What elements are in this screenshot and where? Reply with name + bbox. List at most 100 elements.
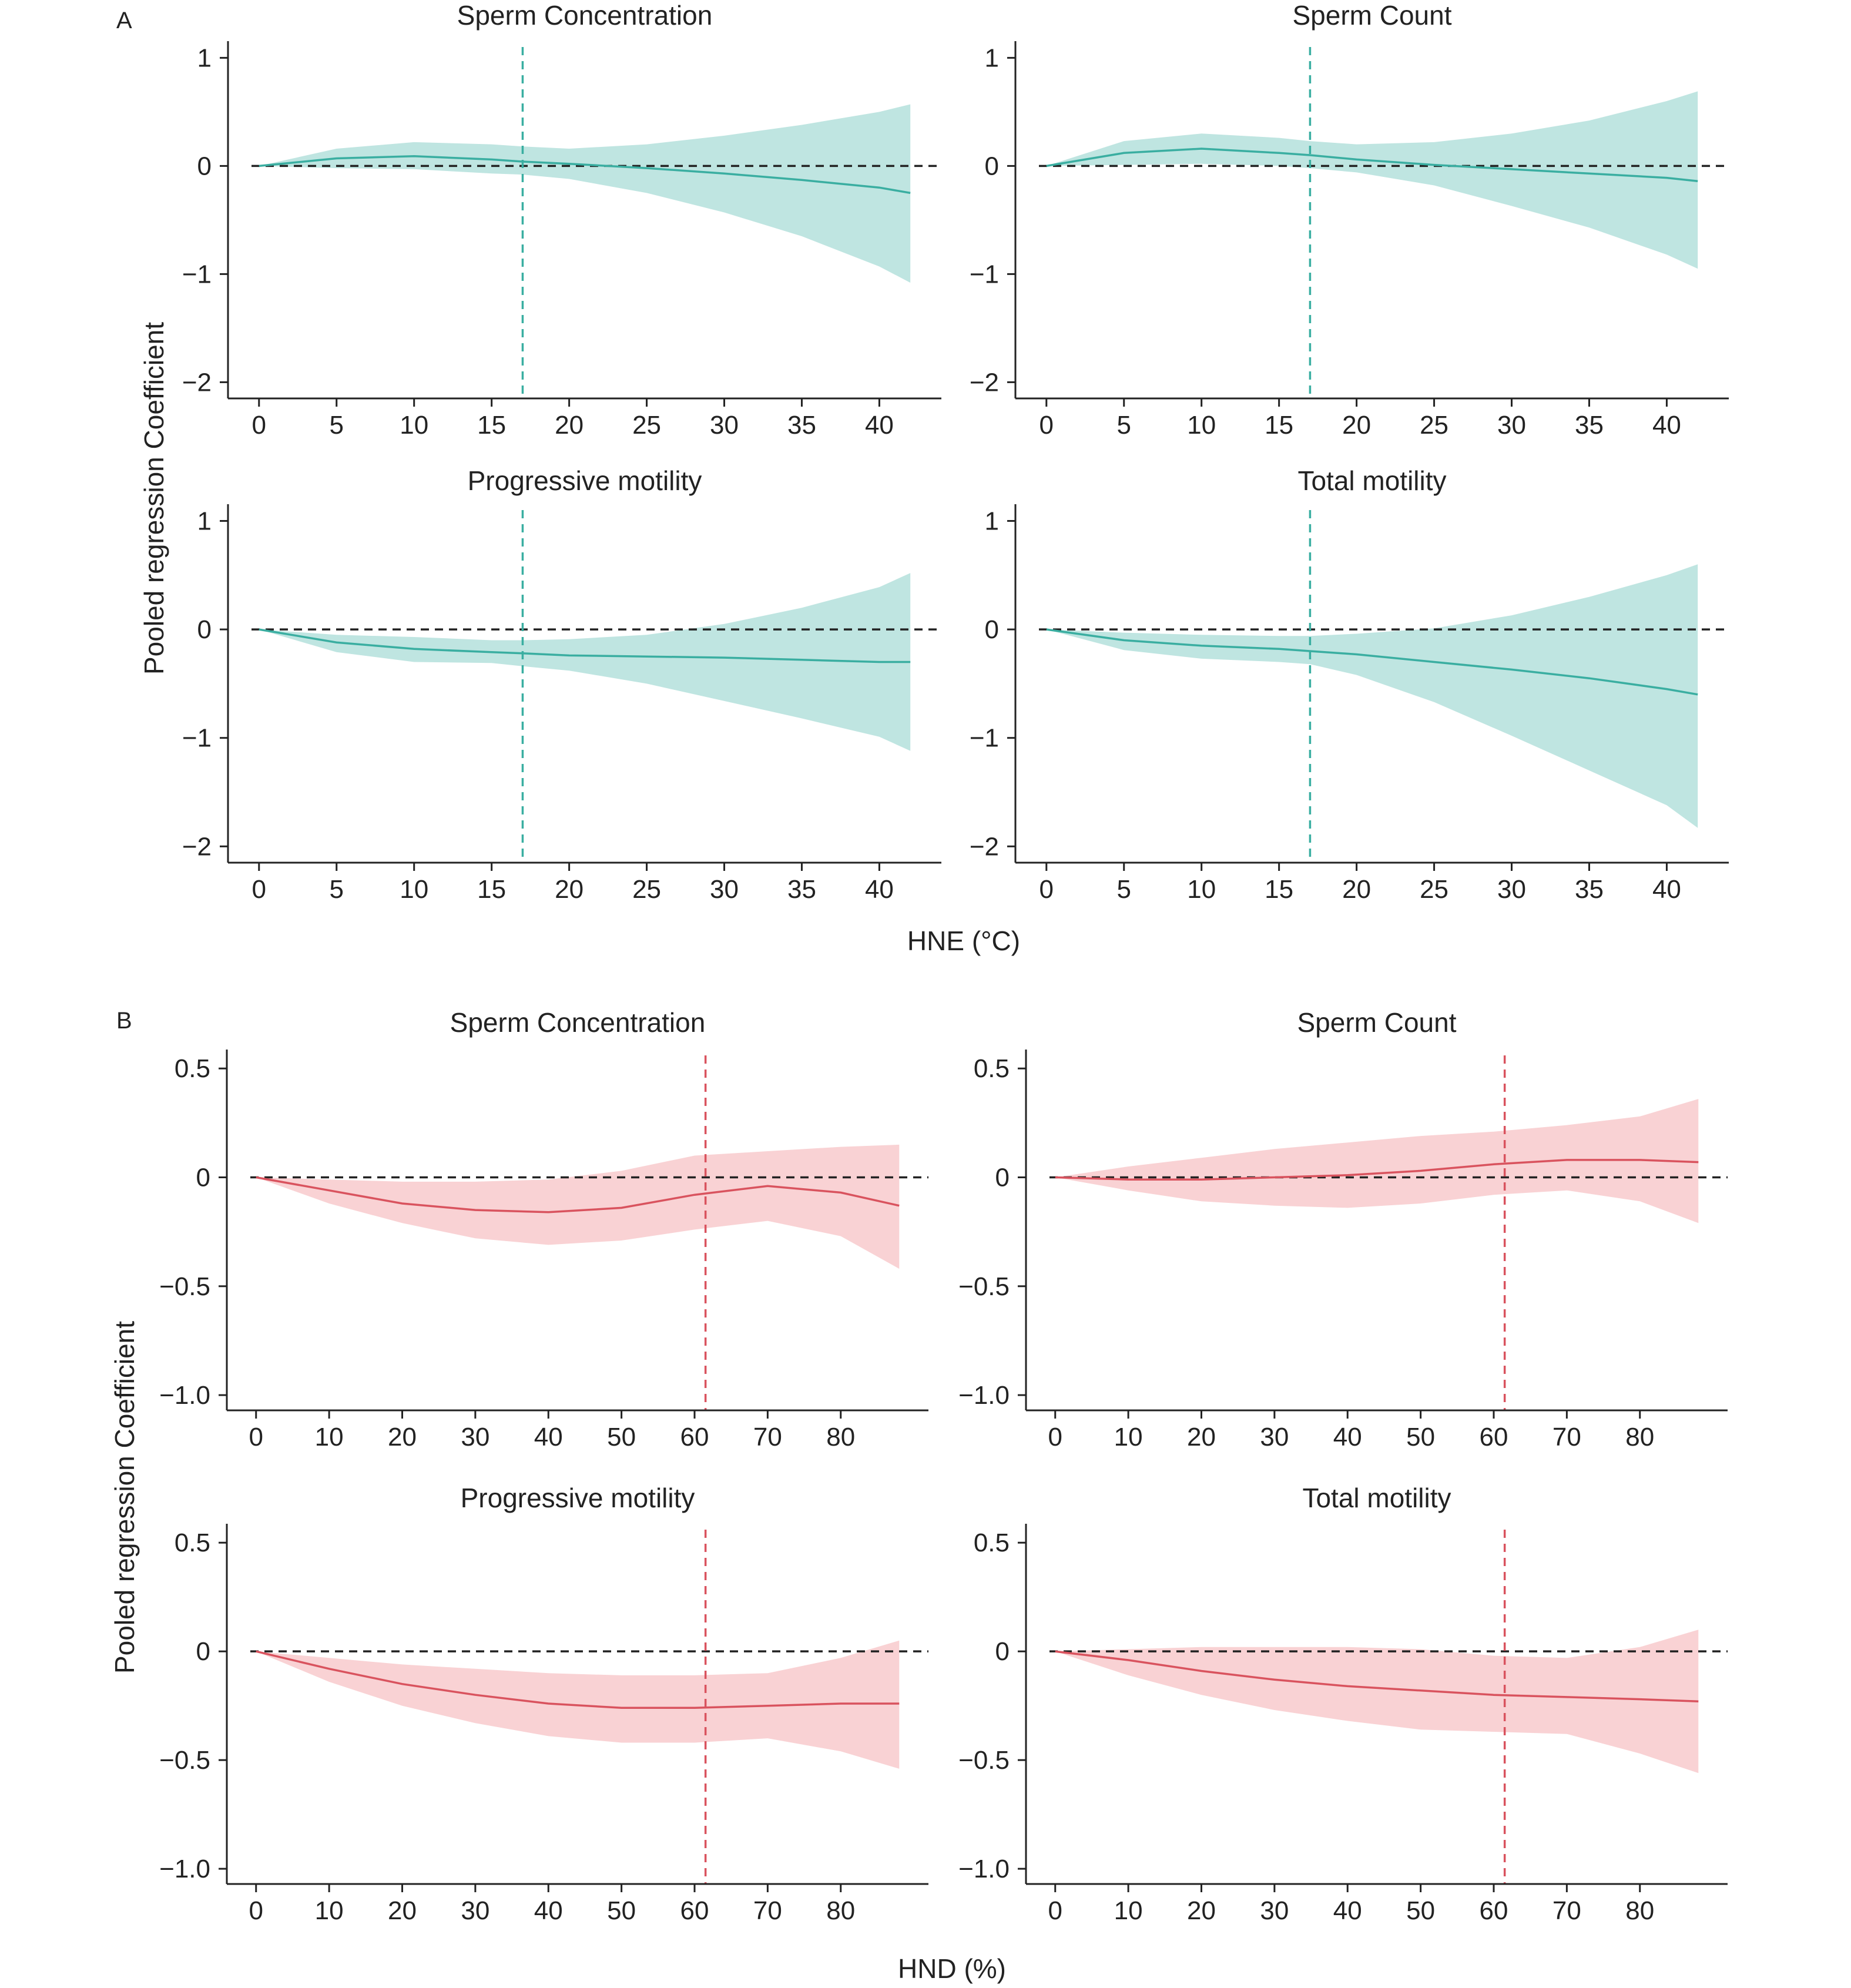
estimate-line <box>256 1176 900 1213</box>
x-tick-label: 35 <box>787 875 816 904</box>
x-tick-label: 30 <box>1497 875 1526 904</box>
x-tick-label: 15 <box>1265 411 1293 440</box>
x-tick-label: 30 <box>1260 1896 1289 1925</box>
x-tick-label: 5 <box>1116 875 1131 904</box>
estimate-line <box>1055 1159 1699 1181</box>
y-tick-label: 0 <box>197 152 212 180</box>
x-tick-label: 10 <box>1114 1896 1143 1925</box>
y-tick-label: 0.5 <box>175 1054 210 1083</box>
y-tick-label: 0 <box>985 152 999 180</box>
confidence-band <box>1046 91 1698 269</box>
x-tick-label: 15 <box>1265 875 1293 904</box>
x-tick-label: 70 <box>1552 1896 1581 1925</box>
x-tick-label: 35 <box>787 411 816 440</box>
x-tick-label: 40 <box>1333 1896 1362 1925</box>
x-tick-label: 0 <box>249 1423 263 1451</box>
x-tick-label: 80 <box>826 1896 855 1925</box>
y-tick-label: −1.0 <box>159 1855 210 1883</box>
x-tick-label: 80 <box>1625 1896 1654 1925</box>
subplot-title: Sperm Concentration <box>450 1007 706 1038</box>
x-tick-label: 60 <box>680 1896 709 1925</box>
x-tick-label: 70 <box>753 1423 782 1451</box>
x-tick-label: 0 <box>252 875 266 904</box>
panel-letter-a: A <box>116 8 132 33</box>
y-tick-label: 0 <box>196 1164 210 1192</box>
y-tick-label: 0 <box>196 1637 210 1666</box>
x-tick-label: 60 <box>1480 1423 1508 1451</box>
x-tick-label: 50 <box>607 1896 636 1925</box>
estimate-line <box>259 155 911 195</box>
y-tick-label: −2 <box>182 368 212 397</box>
subplot-title: Progressive motility <box>468 465 702 496</box>
subplot-title: Progressive motility <box>461 1483 695 1513</box>
x-tick-label: 10 <box>400 411 428 440</box>
y-tick-label: −2 <box>970 832 999 861</box>
x-tick-label: 10 <box>315 1423 344 1451</box>
y-tick-label: 1 <box>985 507 999 535</box>
confidence-band <box>259 573 911 751</box>
confidence-band <box>259 104 911 283</box>
y-tick-label: −2 <box>970 368 999 397</box>
panel-letter-b: B <box>116 1008 132 1034</box>
y-tick-label: −1 <box>182 724 212 753</box>
x-tick-label: 40 <box>865 875 894 904</box>
x-tick-label: 25 <box>1420 411 1448 440</box>
x-tick-label: 10 <box>1114 1423 1143 1451</box>
x-tick-label: 0 <box>1048 1896 1062 1925</box>
x-tick-label: 25 <box>632 411 661 440</box>
x-tick-label: 30 <box>461 1423 489 1451</box>
x-tick-label: 20 <box>555 875 584 904</box>
x-tick-label: 10 <box>315 1896 344 1925</box>
x-tick-label: 40 <box>865 411 894 440</box>
x-tick-label: 40 <box>1652 411 1681 440</box>
x-tick-label: 30 <box>1260 1423 1289 1451</box>
x-tick-label: 20 <box>388 1896 417 1925</box>
x-tick-label: 30 <box>710 875 739 904</box>
x-tick-label: 10 <box>1187 411 1216 440</box>
y-tick-label: −0.5 <box>159 1746 210 1775</box>
subplot-b-4: Total motility 0.5 0 −0.5 −1.0 0 10 20 30 40 50 60 7… <box>958 1483 1728 1925</box>
x-tick-label: 30 <box>461 1896 489 1925</box>
y-tick-label: −0.5 <box>159 1272 210 1301</box>
x-tick-label: 25 <box>632 875 661 904</box>
x-tick-label: 0 <box>1039 875 1054 904</box>
y-tick-label: −1 <box>970 724 999 753</box>
x-tick-label: 5 <box>329 411 343 440</box>
x-tick-label: 50 <box>1406 1423 1435 1451</box>
subplot-title: Sperm Concentration <box>457 0 713 31</box>
x-tick-label: 50 <box>607 1423 636 1451</box>
x-tick-label: 0 <box>249 1896 263 1925</box>
x-tick-label: 20 <box>1342 875 1371 904</box>
x-tick-label: 40 <box>534 1423 563 1451</box>
subplot-b-1: Sperm Concentration 0.5 0 −0.5 −1.0 0 10 20 30 40… <box>159 1007 928 1451</box>
x-tick-label: 70 <box>1552 1423 1581 1451</box>
x-tick-label: 0 <box>1039 411 1054 440</box>
y-tick-label: 0 <box>985 615 999 644</box>
x-tick-label: 15 <box>477 875 506 904</box>
y-tick-label: 1 <box>197 507 212 535</box>
confidence-band <box>1055 1630 1699 1774</box>
y-tick-label: 0.5 <box>974 1054 1010 1083</box>
x-tick-label: 10 <box>1187 875 1216 904</box>
confidence-band <box>1046 564 1698 828</box>
x-tick-label: 20 <box>1187 1896 1216 1925</box>
x-tick-label: 50 <box>1406 1896 1435 1925</box>
subplot-b-3: Progressive motility 0.5 0 −0.5 −1.0 0 10 20 30 4… <box>159 1483 928 1925</box>
y-tick-label: 0 <box>197 615 212 644</box>
x-tick-label: 80 <box>826 1423 855 1451</box>
y-tick-label: −1 <box>182 260 212 289</box>
x-tick-label: 10 <box>400 875 428 904</box>
x-tick-label: 20 <box>555 411 584 440</box>
y-tick-label: 1 <box>197 43 212 72</box>
confidence-band <box>256 1144 900 1269</box>
y-tick-label: −1.0 <box>958 1381 1010 1410</box>
y-tick-label: −2 <box>182 832 212 861</box>
x-tick-label: 40 <box>1333 1423 1362 1451</box>
x-tick-label: 80 <box>1625 1423 1654 1451</box>
x-tick-label: 35 <box>1575 411 1604 440</box>
y-tick-label: −0.5 <box>958 1272 1010 1301</box>
panel-a-ylabel: Pooled regression Coefficient <box>139 322 169 675</box>
